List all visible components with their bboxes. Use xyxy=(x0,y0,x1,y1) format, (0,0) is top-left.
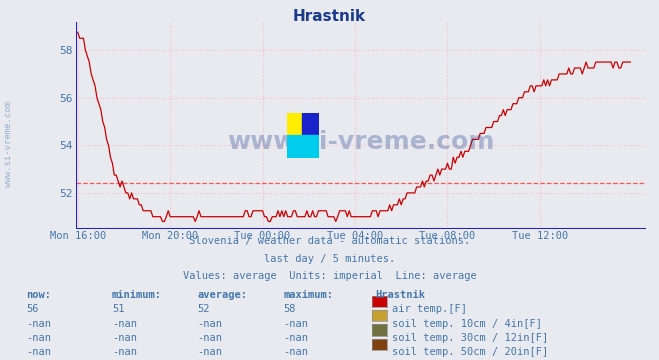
Text: 51: 51 xyxy=(112,304,125,314)
Text: www.si-vreme.com: www.si-vreme.com xyxy=(227,130,494,154)
Text: maximum:: maximum: xyxy=(283,290,333,300)
Text: -nan: -nan xyxy=(26,319,51,329)
Text: now:: now: xyxy=(26,290,51,300)
Text: air temp.[F]: air temp.[F] xyxy=(392,304,467,314)
Text: 58: 58 xyxy=(283,304,296,314)
Text: -nan: -nan xyxy=(112,319,137,329)
Text: -nan: -nan xyxy=(283,319,308,329)
Text: -nan: -nan xyxy=(198,347,223,357)
Text: 56: 56 xyxy=(26,304,39,314)
Text: -nan: -nan xyxy=(198,319,223,329)
Text: www.si-vreme.com: www.si-vreme.com xyxy=(4,101,13,187)
Text: 52: 52 xyxy=(198,304,210,314)
Text: Slovenia / weather data - automatic stations.: Slovenia / weather data - automatic stat… xyxy=(189,236,470,246)
Text: -nan: -nan xyxy=(112,347,137,357)
Text: -nan: -nan xyxy=(26,333,51,343)
Text: -nan: -nan xyxy=(283,333,308,343)
Text: soil temp. 50cm / 20in[F]: soil temp. 50cm / 20in[F] xyxy=(392,347,548,357)
Text: -nan: -nan xyxy=(198,333,223,343)
Text: -nan: -nan xyxy=(26,347,51,357)
Text: Values: average  Units: imperial  Line: average: Values: average Units: imperial Line: av… xyxy=(183,271,476,281)
Text: Hrastnik: Hrastnik xyxy=(293,9,366,24)
Text: -nan: -nan xyxy=(112,333,137,343)
Text: Hrastnik: Hrastnik xyxy=(376,290,426,300)
Text: minimum:: minimum: xyxy=(112,290,162,300)
Text: average:: average: xyxy=(198,290,248,300)
Text: last day / 5 minutes.: last day / 5 minutes. xyxy=(264,254,395,264)
Text: soil temp. 10cm / 4in[F]: soil temp. 10cm / 4in[F] xyxy=(392,319,542,329)
Text: -nan: -nan xyxy=(283,347,308,357)
Text: soil temp. 30cm / 12in[F]: soil temp. 30cm / 12in[F] xyxy=(392,333,548,343)
